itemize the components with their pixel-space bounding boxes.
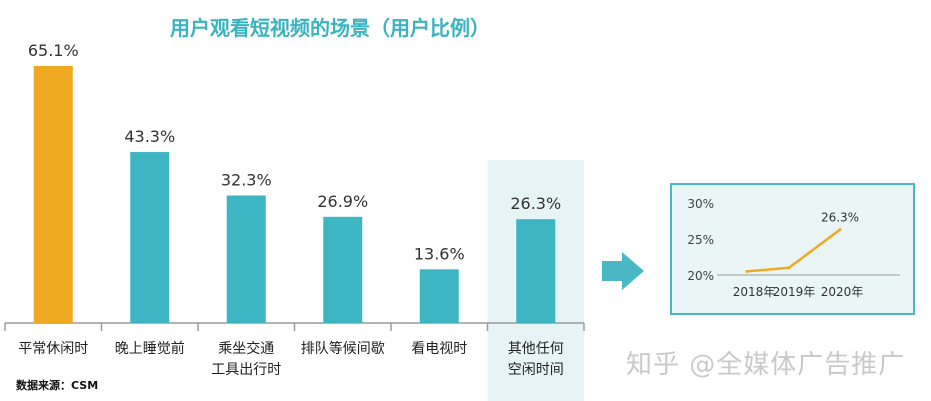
arrow-right-icon bbox=[602, 252, 644, 290]
bar-value-label: 43.3% bbox=[124, 127, 175, 146]
bar-value-label: 65.1% bbox=[28, 41, 79, 60]
category-label: 乘坐交通 bbox=[218, 340, 274, 357]
y-tick-label: 30% bbox=[687, 197, 714, 211]
category-label: 其他任何 bbox=[508, 341, 564, 357]
chart-title: 用户观看短视频的场景（用户比例） bbox=[170, 16, 490, 40]
category-label: 排队等候间歇 bbox=[301, 340, 385, 357]
category-label: 工具出行时 bbox=[211, 362, 281, 378]
bar bbox=[419, 269, 459, 323]
x-tick-label: 2019年 bbox=[773, 285, 816, 299]
y-tick-label: 20% bbox=[687, 269, 714, 283]
category-label: 看电视时 bbox=[411, 341, 467, 357]
bar-value-label: 26.9% bbox=[317, 192, 368, 211]
x-tick-label: 2018年 bbox=[733, 285, 776, 299]
trend-inset-panel: 30% 25% 20% 26.3% 2018年 2019年 2020年 bbox=[670, 183, 915, 315]
bar-value-label: 26.3% bbox=[510, 194, 561, 213]
bar bbox=[323, 216, 363, 323]
bar bbox=[33, 66, 73, 323]
trend-point bbox=[745, 269, 749, 273]
trend-point bbox=[838, 228, 842, 232]
bar bbox=[516, 219, 556, 323]
watermark: 知乎 @全媒体广告推广 bbox=[626, 350, 906, 380]
trend-line bbox=[746, 228, 841, 273]
point-value-label: 26.3% bbox=[821, 211, 859, 225]
y-tick-label: 25% bbox=[687, 233, 714, 247]
bar-value-label: 13.6% bbox=[414, 244, 465, 263]
bar-value-label: 32.3% bbox=[221, 170, 272, 189]
category-label: 晚上睡觉前 bbox=[115, 340, 185, 357]
category-label: 空闲时间 bbox=[508, 362, 564, 378]
bar bbox=[226, 195, 266, 323]
category-label: 平常休闲时 bbox=[18, 341, 88, 357]
trend-point bbox=[787, 266, 791, 270]
data-source-note: 数据来源：CSM bbox=[16, 379, 99, 392]
x-tick-label: 2020年 bbox=[821, 285, 864, 299]
bar bbox=[130, 152, 170, 323]
